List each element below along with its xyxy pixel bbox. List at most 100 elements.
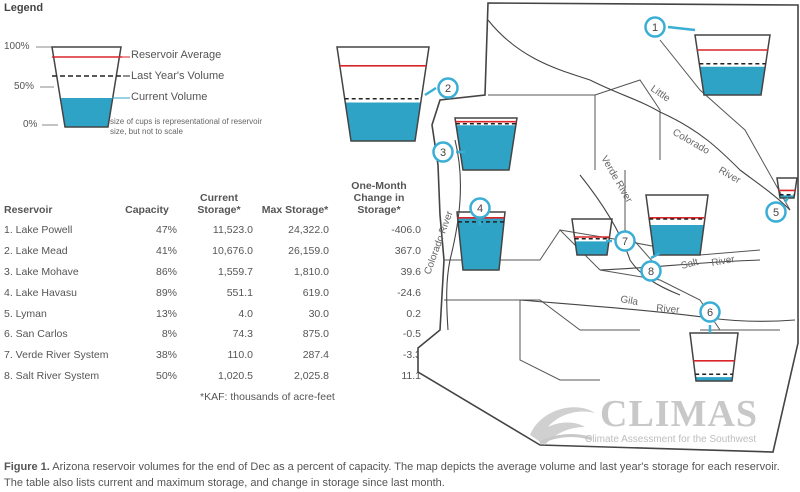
caption-text: Arizona reservoir volumes for the end of… (4, 461, 780, 489)
marker-leader-8 (650, 251, 661, 260)
marker-circle-7 (614, 230, 636, 252)
table-row: 2. Lake Mead 41% 10,676.0 26,159.0 367.0 (4, 241, 425, 262)
table-cell: 30.0 (308, 307, 329, 320)
little-colorado-river (487, 19, 791, 211)
cup-outline-5 (776, 177, 798, 199)
table-cell: 551.1 (226, 286, 253, 299)
marker-circle-2 (437, 77, 459, 99)
reservoir-name-cell: 2. Lake Mead (4, 245, 68, 258)
table-cell: -0.5 (402, 328, 421, 341)
reservoir-cup-8: 8 (640, 194, 709, 282)
river-label-salt: Salt (680, 257, 700, 272)
marker-number-7: 7 (622, 236, 628, 248)
marker-circle-3 (432, 141, 454, 163)
marker-number-3: 3 (440, 147, 446, 159)
table-cell: 89% (155, 286, 177, 299)
climas-logo-icon (530, 407, 595, 445)
reservoir-name-cell: 5. Lyman (4, 307, 47, 320)
marker-leader-1 (667, 25, 696, 32)
legend-pct-50: 50% (14, 81, 35, 92)
cup-outline-7 (571, 218, 613, 256)
table-cell: 8% (161, 328, 177, 341)
arizona-outline (417, 2, 799, 453)
table-cell: 110.0 (227, 349, 254, 362)
legend-note: size of cups is representational of rese… (110, 117, 263, 136)
reservoir-cup-6: 6 (689, 301, 739, 382)
table-row: 6. San Carlos 8% 74.3 875.0 -0.5 (4, 324, 425, 345)
cup-outline-2 (336, 46, 430, 142)
table-row: 8. Salt River System 50% 1,020.5 2,025.8 11.… (4, 366, 425, 387)
reservoir-cup-3: 3 (432, 117, 518, 171)
table-row: 3. Lake Mohave 86% 1,559.7 1,810.0 39.6 (4, 262, 425, 283)
table-cell: 39.6 (400, 265, 421, 278)
reservoir-cup-1: 1 (644, 16, 771, 96)
table-cell: 47% (155, 224, 177, 237)
reservoir-name-cell: 7. Verde River System (4, 349, 109, 362)
column-header: Capacity (125, 204, 169, 216)
table-cell: -24.6 (397, 286, 421, 299)
table-cell: 0.2 (406, 307, 421, 320)
reservoir-name-cell: 1. Lake Powell (4, 224, 73, 237)
cup-water-1 (699, 66, 766, 95)
table-cell: 26,159.0 (288, 245, 329, 258)
legend-pct-100: 100% (4, 41, 30, 52)
table-cell: 11.1 (401, 369, 421, 382)
gila-river (519, 299, 796, 322)
legend-pct-0: 0% (23, 119, 38, 130)
marker-number-1: 1 (652, 22, 658, 34)
table-footnote: *KAF: thousands of acre-feet (200, 391, 335, 403)
legend-current-label: Current Volume (131, 91, 208, 103)
cup-outline-6 (689, 332, 739, 382)
verde-river (579, 174, 681, 296)
marker-circle-4 (469, 197, 491, 219)
marker-number-8: 8 (648, 266, 654, 278)
cup-water-7 (575, 241, 609, 255)
river-label-gila: Gila (619, 294, 639, 308)
rivers (446, 19, 796, 331)
column-header: Max Storage* (261, 204, 329, 216)
caption-label: Figure 1. (4, 461, 50, 473)
table-row: 1. Lake Powell 47% 11,523.0 24,322.0 -406.0 (4, 220, 425, 241)
table-cell: 11,523.0 (212, 224, 253, 237)
reservoir-cup-7: 7 (571, 218, 636, 256)
marker-leader-5 (784, 197, 789, 203)
arizona-map: Little Colorado River Verde River Colora… (336, 2, 799, 453)
legend-cup-water (61, 98, 112, 127)
cup-outline-8 (645, 194, 709, 256)
column-header: Reservoir (4, 204, 53, 216)
table-row: 7. Verde River System 38% 110.0 287.4 -3.3 (4, 345, 425, 366)
climas-logo-text: CLIMAS (600, 393, 759, 435)
marker-circle-8 (640, 260, 662, 282)
table-cell: 38% (155, 349, 177, 362)
climas-logo-tagline: Climate Assessment for the Southwest (585, 434, 757, 445)
table-cell: 86% (155, 265, 177, 278)
figure-caption: Figure 1. Arizona reservoir volumes for … (4, 459, 796, 491)
river-label-gila-river: River (656, 303, 681, 316)
salt-river (599, 259, 761, 271)
colorado-river-west (446, 139, 461, 331)
column-header: One-Month Change in Storage* (351, 180, 407, 216)
column-header: Current Storage* (197, 192, 241, 216)
reservoir-name-cell: 8. Salt River System (4, 369, 100, 382)
reservoir-cup-5: 5 (765, 177, 798, 223)
marker-circle-5 (765, 201, 787, 223)
reservoir-cup-2: 2 (336, 46, 459, 142)
table-cell: 41% (155, 245, 177, 258)
reservoir-cups: 1 2 3 4 5 6 7 8 (336, 16, 798, 382)
marker-circle-1 (644, 16, 666, 38)
river-label-salt-river: River (711, 254, 737, 269)
table-cell: 1,559.7 (217, 265, 253, 278)
table-cell: 74.3 (232, 328, 253, 341)
table-cell: 287.4 (302, 349, 329, 362)
reservoir-name-cell: 6. San Carlos (4, 328, 68, 341)
table-cell: 50% (155, 369, 177, 382)
marker-leader-2 (424, 86, 437, 97)
marker-number-4: 4 (477, 203, 483, 215)
table-cell: 1,810.0 (293, 265, 329, 278)
legend-lastyear-label: Last Year's Volume (131, 70, 225, 82)
marker-circle-6 (699, 301, 721, 323)
table-cell: 875.0 (302, 328, 329, 341)
reservoir-cup-4: 4 (456, 197, 506, 271)
marker-number-6: 6 (707, 307, 713, 319)
cup-water-8 (650, 225, 704, 255)
